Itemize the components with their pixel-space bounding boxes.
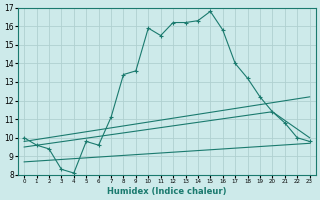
X-axis label: Humidex (Indice chaleur): Humidex (Indice chaleur) (107, 187, 227, 196)
